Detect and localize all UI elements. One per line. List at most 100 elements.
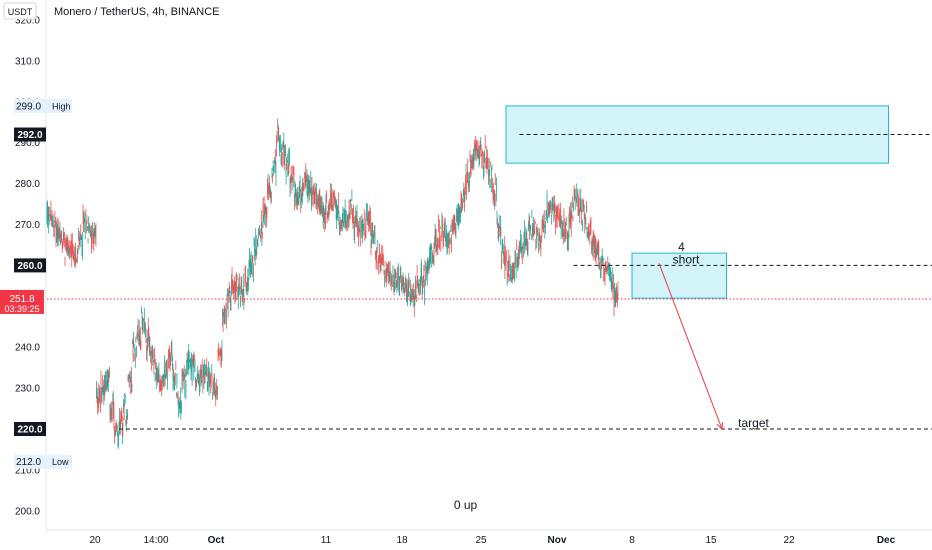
candle <box>206 381 208 392</box>
candle <box>128 374 130 388</box>
candle <box>227 288 228 297</box>
candle <box>246 276 248 292</box>
candle <box>417 275 419 286</box>
candle <box>57 224 59 247</box>
candle <box>377 239 379 253</box>
candle <box>253 236 255 247</box>
candle <box>66 237 68 254</box>
candle <box>309 187 311 196</box>
candle <box>559 212 560 227</box>
svg-text:260.0: 260.0 <box>17 261 42 272</box>
candle <box>164 374 166 387</box>
candle <box>157 366 159 383</box>
candle <box>300 188 302 213</box>
rectangle-zone[interactable] <box>631 252 727 299</box>
candle <box>51 210 53 227</box>
candle <box>234 281 236 305</box>
candle <box>121 409 123 422</box>
candle <box>603 257 605 261</box>
candle <box>539 228 541 242</box>
candle <box>533 225 535 236</box>
candle <box>282 140 284 166</box>
chart-annotation[interactable]: 4 <box>678 240 685 254</box>
candle <box>306 169 308 196</box>
candle <box>507 259 509 283</box>
candle <box>616 293 618 308</box>
candle <box>191 359 193 387</box>
y-tick-label: 200.0 <box>15 506 40 517</box>
candle <box>288 163 290 175</box>
candle <box>485 145 487 169</box>
candle <box>567 230 569 252</box>
chart-annotation[interactable]: target <box>738 416 769 430</box>
candle <box>564 231 565 243</box>
candle <box>340 220 342 231</box>
candle <box>238 277 240 297</box>
candle <box>551 196 553 215</box>
chart-annotation[interactable]: 0 up <box>454 498 478 512</box>
candle <box>122 416 124 437</box>
candle <box>205 364 207 375</box>
candle <box>585 217 587 230</box>
candle <box>589 218 591 236</box>
candle <box>373 230 375 244</box>
candle <box>375 250 376 261</box>
candle <box>399 267 401 283</box>
candle <box>253 263 254 283</box>
chart-annotation[interactable]: short <box>673 252 700 266</box>
candle <box>54 211 56 223</box>
candle <box>386 263 388 277</box>
candle <box>587 226 589 242</box>
candle <box>480 144 482 156</box>
candle <box>593 232 595 261</box>
candle <box>281 144 282 167</box>
candle <box>179 401 181 414</box>
candle <box>251 255 253 278</box>
price-axis[interactable]: 200.0210.0220.0230.0240.0250.0260.0270.0… <box>0 0 72 550</box>
candle <box>251 262 253 275</box>
candle <box>71 233 73 255</box>
candle <box>407 280 409 296</box>
candle <box>169 351 171 372</box>
candle <box>70 245 72 258</box>
candle <box>321 197 323 217</box>
candle <box>217 385 218 400</box>
candle <box>368 210 370 233</box>
candle <box>211 391 213 400</box>
candle <box>346 220 348 232</box>
candle <box>78 227 79 241</box>
candle <box>244 266 246 288</box>
candle <box>240 276 242 295</box>
candle <box>219 346 221 357</box>
candle <box>52 214 54 228</box>
candle <box>381 244 383 264</box>
currency-label[interactable]: USDT <box>8 7 33 17</box>
candle <box>526 228 528 246</box>
candle <box>532 222 533 238</box>
candle <box>535 239 537 251</box>
candle <box>57 218 59 240</box>
candle <box>419 278 421 286</box>
candle <box>432 253 434 263</box>
candle <box>195 379 197 391</box>
candle <box>382 246 384 266</box>
target-arrow[interactable] <box>658 263 724 431</box>
candle <box>536 223 538 232</box>
candle <box>511 265 513 282</box>
candle <box>131 383 133 393</box>
candle <box>286 157 288 170</box>
candle <box>74 254 75 268</box>
candle <box>578 198 579 217</box>
time-axis[interactable]: 20 14:00 Oct 11 18 25 Nov 8 15 22 Dec <box>46 529 932 546</box>
candle <box>513 262 515 279</box>
candle <box>573 201 574 212</box>
candle <box>482 151 484 170</box>
candle <box>78 236 80 250</box>
candle <box>259 224 261 235</box>
candle <box>115 419 117 430</box>
candle <box>182 368 184 390</box>
candle <box>421 280 423 299</box>
candle <box>294 181 296 208</box>
